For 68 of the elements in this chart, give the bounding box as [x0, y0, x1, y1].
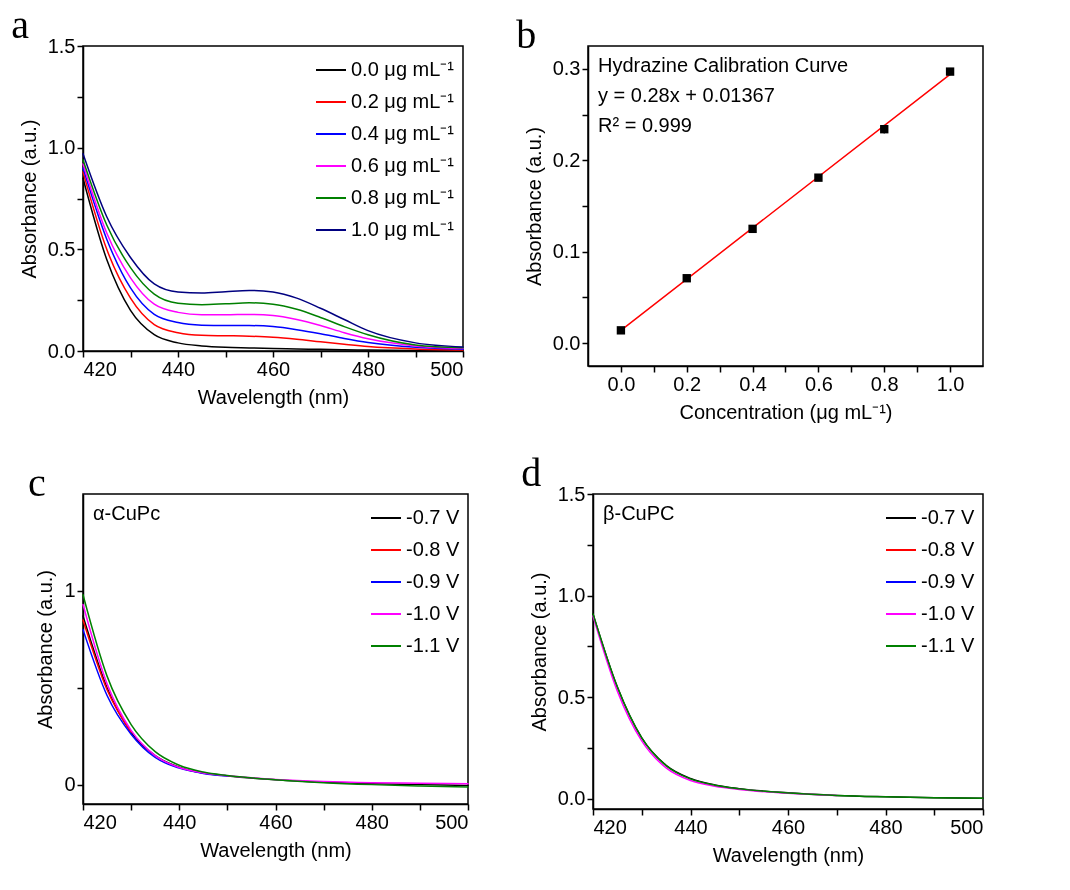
x-tick-label: 480	[355, 810, 389, 833]
annotation: β-CuPC	[603, 502, 675, 524]
x-tick-label: 420	[593, 815, 627, 838]
x-tick-label: 420	[83, 810, 117, 833]
x-tick-label: 460	[771, 815, 806, 838]
legend-label: -0.8 V	[921, 538, 976, 560]
y-tick-label: 0.5	[47, 237, 76, 260]
x-tick-label: 440	[161, 357, 196, 380]
x-tick-label: 480	[869, 815, 903, 838]
x-axis-title: Wavelength (nm)	[197, 385, 350, 408]
x-axis-title: Wavelength (nm)	[200, 838, 352, 861]
legend-label: -1.0 V	[406, 602, 461, 624]
x-tick-label: 0.2	[673, 372, 702, 395]
legend-label: 0.6 μg mL⁻¹	[351, 154, 455, 176]
x-axis-title: Concentration (μg mL⁻¹)	[679, 400, 893, 423]
y-tick-label: 0.3	[552, 57, 581, 80]
legend-label: -0.9 V	[921, 570, 976, 592]
legend-label: 0.8 μg mL⁻¹	[351, 186, 455, 208]
chart-title: d	[521, 450, 542, 495]
x-tick-label: 500	[435, 810, 469, 833]
x-tick-label: 500	[950, 815, 984, 838]
y-tick-label: 0.5	[557, 685, 586, 708]
chart-title: a	[11, 2, 30, 47]
x-tick-label: 1.0	[936, 372, 965, 395]
y-tick-label: 0.2	[552, 148, 581, 171]
annotation: Hydrazine Calibration Curve	[598, 54, 849, 76]
legend-label: -0.7 V	[406, 506, 461, 528]
legend-label: 1.0 μg mL⁻¹	[351, 218, 455, 240]
annotation: α-CuPc	[93, 502, 161, 524]
x-tick-label: 0.4	[739, 372, 767, 395]
x-tick-label: 0.6	[805, 372, 833, 395]
y-tick-label: 0.0	[557, 787, 586, 810]
y-tick-label: 0.0	[552, 331, 581, 354]
y-axis-title: Absorbance (a.u.)	[527, 572, 550, 732]
y-tick-label: 1.0	[557, 584, 586, 607]
x-tick-label: 440	[163, 810, 197, 833]
annotation: R² = 0.999	[598, 114, 692, 136]
legend-label: -0.8 V	[406, 538, 461, 560]
y-axis-title: Absorbance (a.u.)	[522, 127, 545, 286]
legend-label: 0.0 μg mL⁻¹	[351, 58, 455, 80]
y-tick-label: 0.0	[47, 339, 76, 362]
y-tick-label: 0	[64, 773, 76, 796]
x-axis-title: Wavelength (nm)	[712, 843, 865, 866]
legend-label: -1.1 V	[921, 634, 976, 656]
x-tick-label: 420	[83, 357, 117, 380]
x-tick-label: 440	[674, 815, 708, 838]
legend-label: -1.1 V	[406, 634, 461, 656]
x-tick-label: 460	[256, 357, 291, 380]
y-tick-label: 1.5	[47, 34, 76, 57]
y-axis-title: Absorbance (a.u.)	[34, 570, 57, 729]
y-tick-label: 1	[64, 579, 76, 602]
legend-label: -1.0 V	[921, 602, 976, 624]
y-tick-label: 1.5	[557, 482, 586, 505]
y-tick-label: 1.0	[47, 136, 76, 159]
x-tick-label: 480	[351, 357, 386, 380]
annotation: y = 0.28x + 0.01367	[598, 84, 775, 106]
x-tick-label: 0.0	[607, 372, 636, 395]
x-tick-label: 500	[430, 357, 464, 380]
x-tick-label: 0.8	[870, 372, 899, 395]
chart-title: c	[27, 460, 46, 505]
x-tick-label: 460	[259, 810, 293, 833]
legend-label: -0.9 V	[406, 570, 461, 592]
legend-label: -0.7 V	[921, 506, 976, 528]
legend-label: 0.4 μg mL⁻¹	[351, 122, 455, 144]
chart-title: b	[516, 12, 537, 57]
legend-label: 0.2 μg mL⁻¹	[351, 90, 455, 112]
y-axis-title: Absorbance (a.u.)	[17, 119, 40, 279]
y-tick-label: 0.1	[552, 240, 581, 263]
